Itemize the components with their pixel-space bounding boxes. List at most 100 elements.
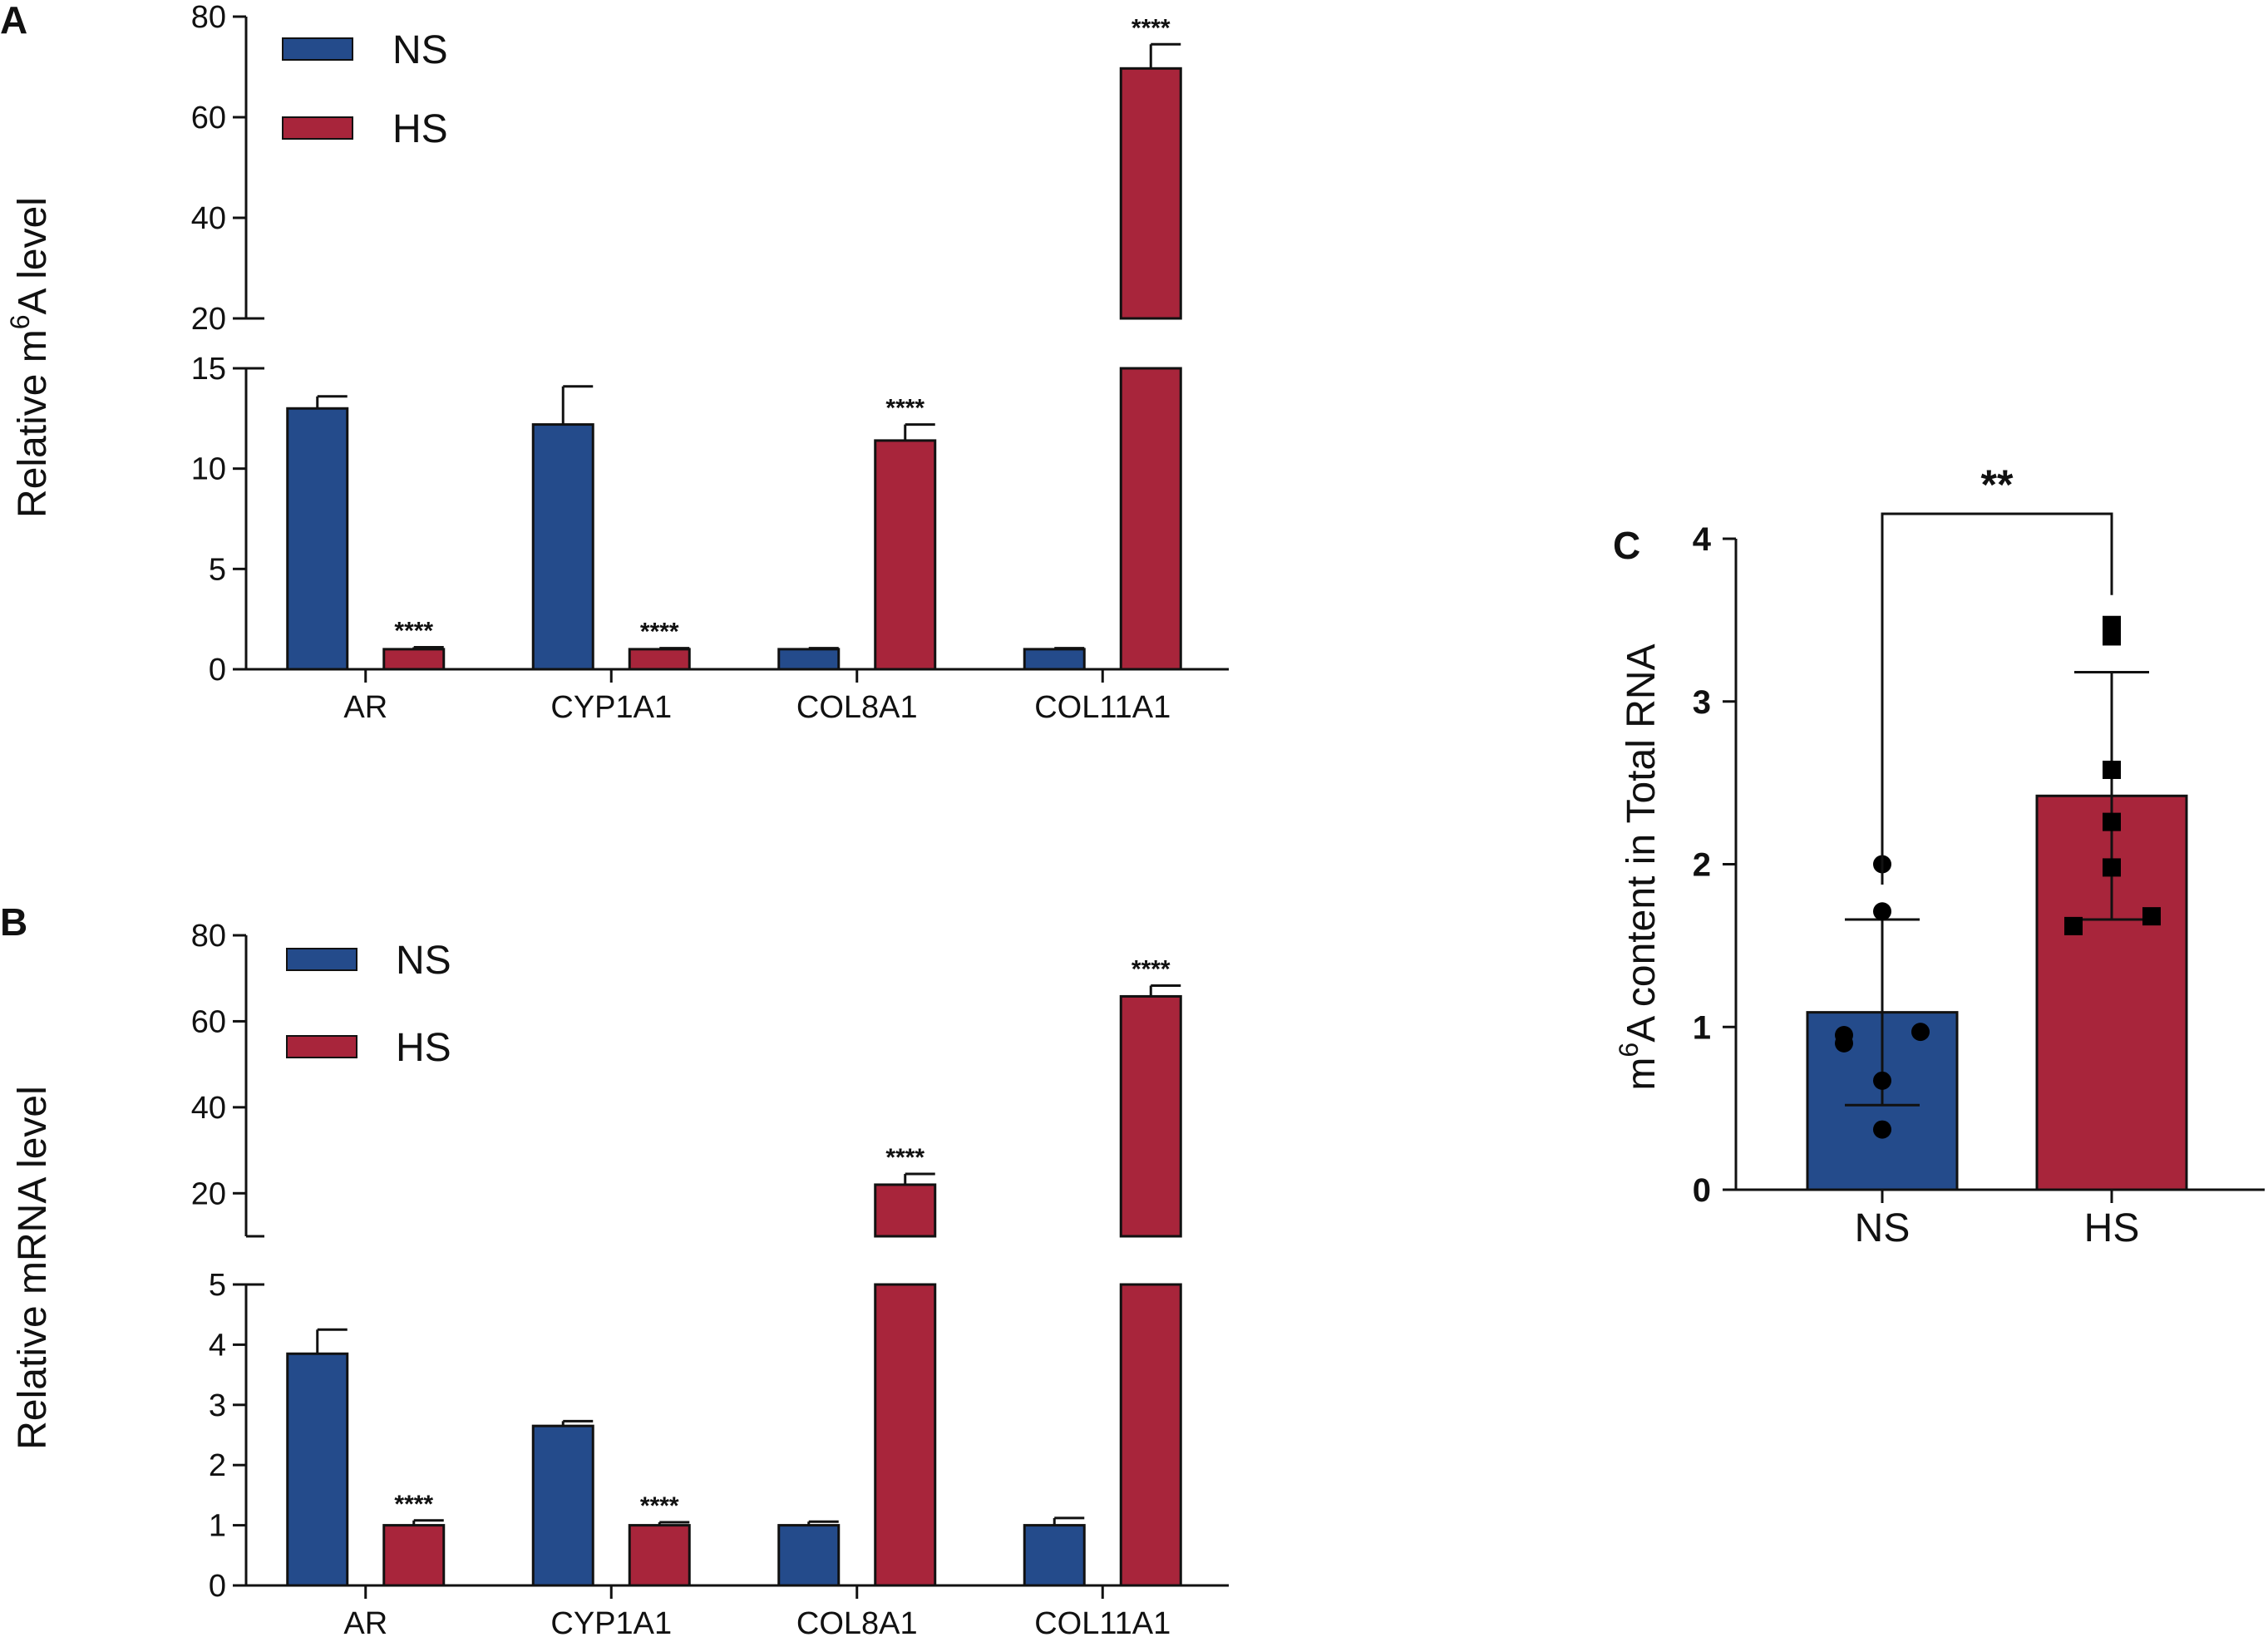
y-tick-label-upper: 40 bbox=[191, 201, 226, 236]
data-point-hs bbox=[2103, 858, 2121, 877]
legend-ns-swatch bbox=[282, 37, 353, 61]
y-tick-label-lower: 1 bbox=[209, 1509, 226, 1544]
x-tick-label: HS bbox=[2084, 1206, 2140, 1250]
y-tick-label: 4 bbox=[1693, 521, 1712, 558]
panel-c: C m6A content in Total RNA 0 1 2 3 4 NS HS ** bbox=[1613, 461, 2265, 1250]
y-tick-label-lower: 0 bbox=[209, 1569, 226, 1604]
x-tick-label: NS bbox=[1855, 1206, 1911, 1250]
panel-b-upper-ticks: 20 40 60 80 bbox=[191, 919, 246, 1211]
bar-ns bbox=[1023, 1524, 1086, 1587]
y-tick-label-upper: 60 bbox=[191, 1004, 226, 1039]
x-tick-label: COL11A1 bbox=[1034, 1606, 1171, 1637]
bar-hs bbox=[382, 648, 446, 671]
significance-label: **** bbox=[885, 1144, 924, 1171]
y-tick-label-upper: 60 bbox=[191, 101, 226, 136]
y-tick-label-upper: 80 bbox=[191, 0, 226, 35]
panel-c-letter: C bbox=[1613, 524, 1640, 567]
y-tick-label-lower: 0 bbox=[209, 653, 226, 688]
data-point-hs bbox=[2103, 627, 2121, 646]
legend-hs-swatch bbox=[282, 116, 353, 140]
y-tick-label: 2 bbox=[1693, 847, 1711, 884]
significance-label: **** bbox=[394, 1491, 433, 1518]
y-tick-label-upper: 40 bbox=[191, 1091, 226, 1126]
significance-label: **** bbox=[640, 619, 679, 646]
panel-b: B Relative mRNA level NS HS 20 40 60 80 0 1 2… bbox=[0, 900, 1229, 1637]
significance-label: **** bbox=[1132, 14, 1171, 42]
panel-b-bars: **** **** **** **** bbox=[286, 956, 1182, 1587]
y-tick-label: 0 bbox=[1693, 1172, 1711, 1209]
y-tick-label: 1 bbox=[1693, 1009, 1711, 1046]
data-point-ns bbox=[1873, 1071, 1891, 1090]
panel-c-categories: NS HS bbox=[1855, 1190, 2140, 1250]
x-tick-label: COL11A1 bbox=[1034, 690, 1171, 725]
data-point-ns bbox=[1873, 1120, 1891, 1139]
significance-label: **** bbox=[1132, 956, 1171, 984]
bar-ns bbox=[777, 1524, 841, 1587]
data-point-hs bbox=[2142, 907, 2161, 926]
x-tick-label: AR bbox=[343, 690, 387, 725]
panel-c-bars bbox=[1806, 671, 2188, 1191]
bar-ns bbox=[286, 1352, 349, 1587]
panel-b-legend: NS HS bbox=[286, 939, 451, 1070]
bar-hs bbox=[628, 1524, 691, 1587]
bar-hs bbox=[874, 1283, 937, 1587]
y-tick-label: 3 bbox=[1693, 684, 1711, 721]
panel-a-legend: NS HS bbox=[282, 28, 448, 151]
panel-b-letter: B bbox=[0, 900, 27, 944]
panel-a-lower-ticks: 0 5 10 15 bbox=[191, 352, 246, 688]
significance-bracket bbox=[1881, 512, 2113, 885]
panel-a-letter: A bbox=[0, 0, 27, 42]
y-tick-label-lower: 3 bbox=[209, 1388, 226, 1423]
bar-hs bbox=[628, 648, 691, 671]
panel-b-axes bbox=[244, 935, 1229, 1587]
x-tick-label: CYP1A1 bbox=[550, 1606, 672, 1637]
bar-hs-upper bbox=[874, 1183, 937, 1238]
bar-ns bbox=[1023, 648, 1086, 671]
panel-c-significance: ** bbox=[1881, 461, 2113, 885]
panel-c-points bbox=[1835, 615, 2161, 1139]
panel-c-ticks: 0 1 2 3 4 bbox=[1693, 521, 1736, 1209]
x-tick-label: COL8A1 bbox=[796, 1606, 918, 1637]
bar-ns bbox=[777, 648, 841, 671]
y-tick-label-lower: 15 bbox=[191, 352, 226, 387]
bar-hs-upper bbox=[1119, 67, 1182, 320]
data-point-hs bbox=[2103, 760, 2121, 779]
panel-c-ylabel: m6A content in Total RNA bbox=[1614, 643, 1664, 1090]
bar-hs-upper bbox=[1119, 994, 1182, 1238]
panel-b-ylabel: Relative mRNA level bbox=[11, 1086, 55, 1449]
significance-label: ** bbox=[1981, 461, 2014, 508]
legend-ns-swatch bbox=[286, 948, 357, 971]
bar-hs bbox=[874, 439, 937, 671]
panel-a: A Relative m6A level NS HS 20 40 60 80 0 5 10… bbox=[0, 0, 1229, 725]
legend-hs-label: HS bbox=[396, 1026, 451, 1070]
panel-a-upper-ticks: 20 40 60 80 bbox=[191, 0, 246, 337]
legend-ns-label: NS bbox=[396, 939, 451, 983]
legend-hs-swatch bbox=[286, 1035, 357, 1058]
panel-b-categories: AR CYP1A1 COL8A1 COL11A1 bbox=[343, 1585, 1171, 1637]
y-tick-label-lower: 2 bbox=[209, 1448, 226, 1483]
y-tick-label-upper: 80 bbox=[191, 919, 226, 954]
bar-hs bbox=[1119, 1283, 1182, 1587]
panel-b-lower-ticks: 0 1 2 3 4 5 bbox=[209, 1268, 246, 1604]
significance-label: **** bbox=[394, 617, 433, 644]
data-point-ns bbox=[1835, 1033, 1853, 1053]
x-tick-label: COL8A1 bbox=[796, 690, 918, 725]
data-point-hs bbox=[2064, 916, 2083, 935]
y-tick-label-lower: 5 bbox=[209, 1268, 226, 1303]
significance-label: **** bbox=[885, 395, 924, 422]
bar-hs bbox=[1119, 367, 1182, 671]
bar-ns bbox=[531, 1424, 594, 1587]
panel-a-bars: **** **** **** **** bbox=[286, 14, 1182, 671]
legend-hs-label: HS bbox=[392, 107, 448, 151]
bar-ns bbox=[286, 407, 349, 671]
significance-label: **** bbox=[640, 1492, 679, 1520]
x-tick-label: AR bbox=[343, 1606, 387, 1637]
x-tick-label: CYP1A1 bbox=[550, 690, 672, 725]
data-point-hs bbox=[2103, 812, 2121, 831]
y-tick-label-lower: 10 bbox=[191, 452, 226, 487]
legend-ns-label: NS bbox=[392, 28, 448, 72]
y-tick-label-upper: 20 bbox=[191, 1176, 226, 1211]
bar-hs bbox=[382, 1524, 446, 1587]
y-tick-label-lower: 4 bbox=[209, 1328, 226, 1363]
